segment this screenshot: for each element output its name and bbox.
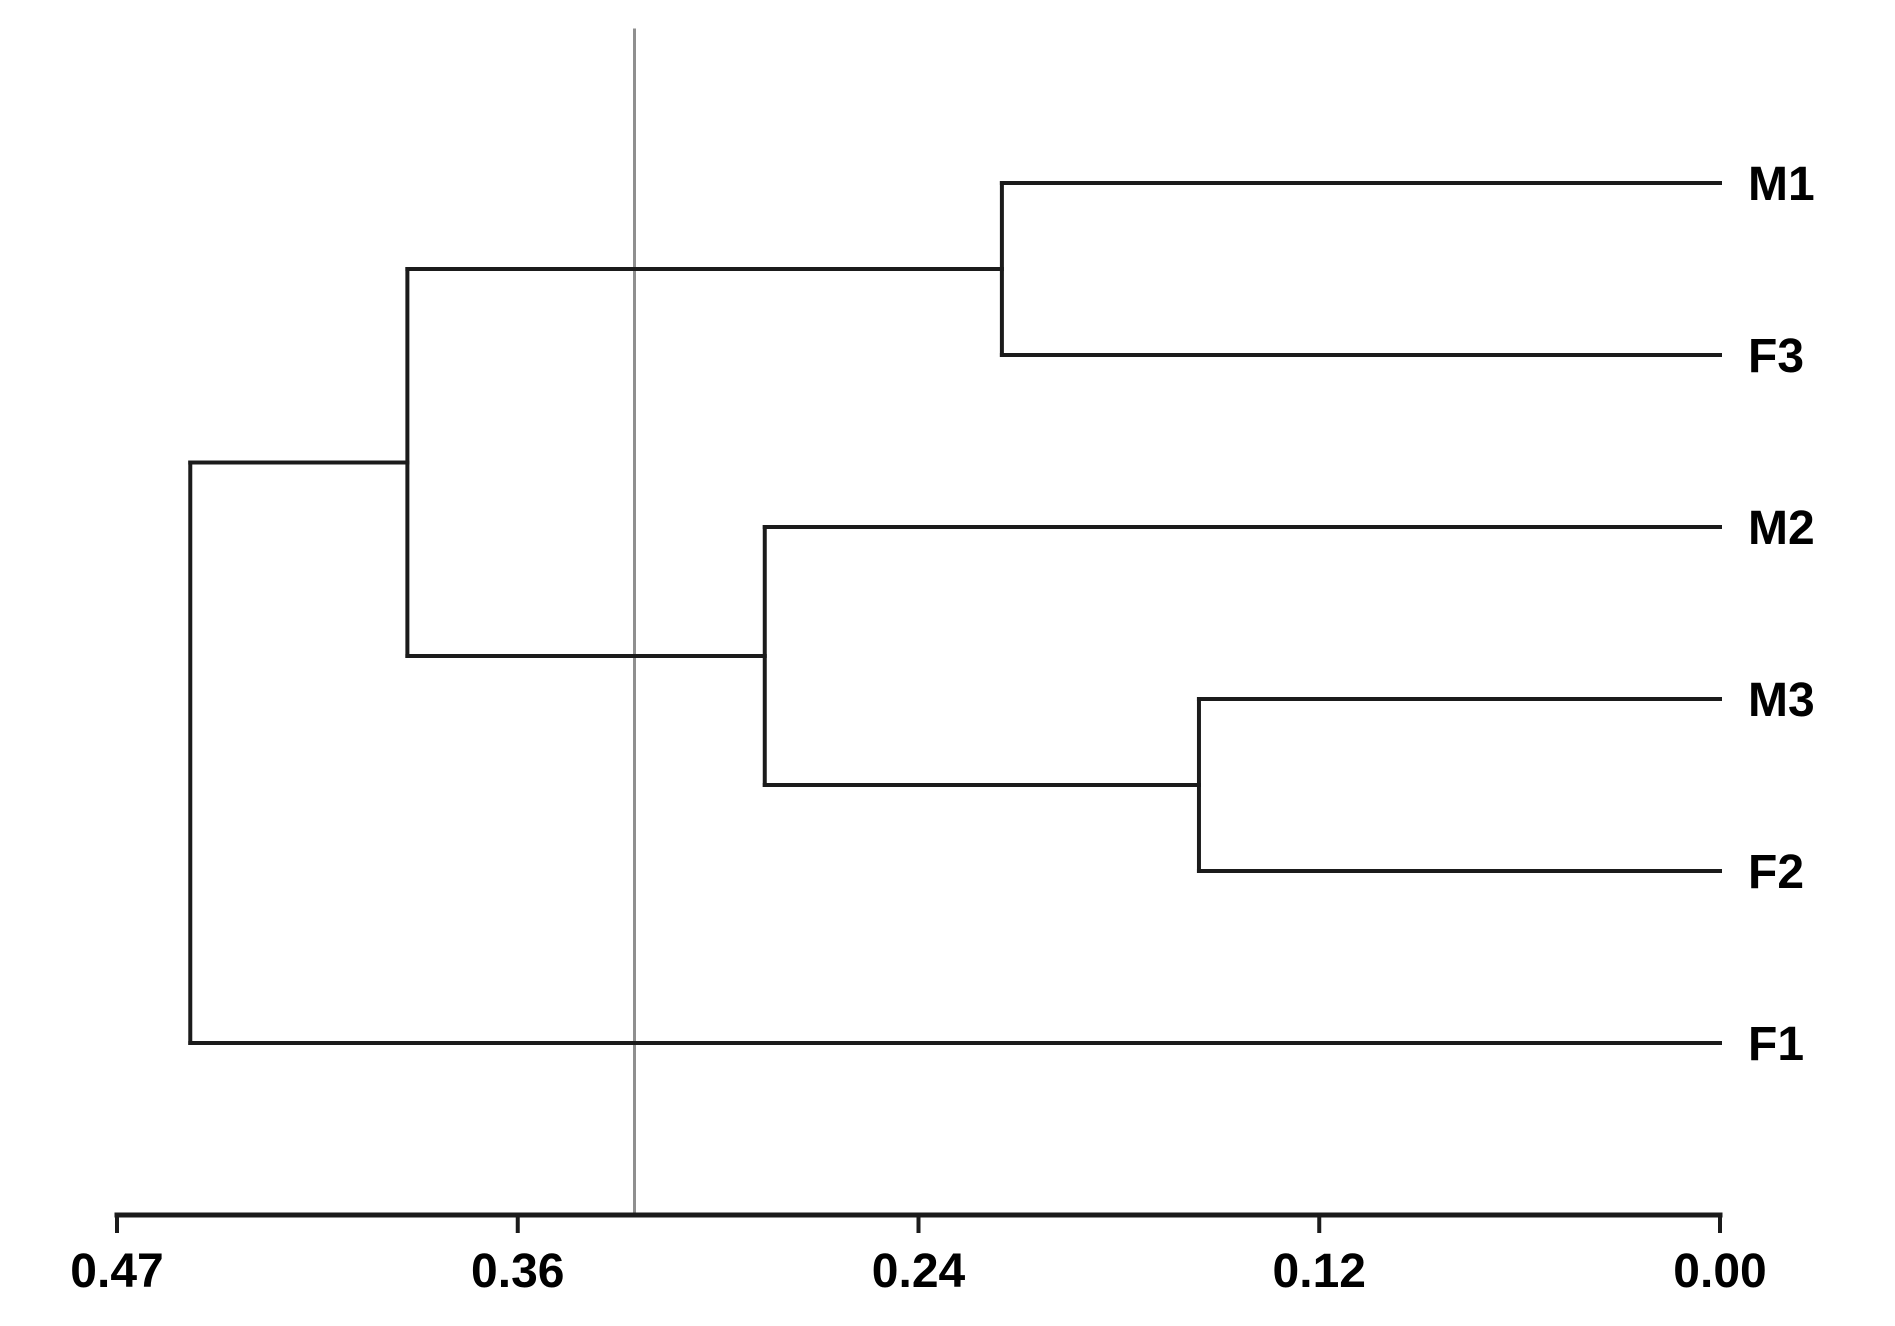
leaf-label-F2: F2 (1748, 846, 1804, 899)
leaf-label-F3: F3 (1748, 330, 1804, 383)
leaf-label-M3: M3 (1748, 674, 1815, 727)
axis-tick-label: 0.36 (471, 1245, 564, 1298)
axis-tick-label: 0.24 (872, 1245, 966, 1298)
leaf-label-M1: M1 (1748, 158, 1815, 211)
axis-tick-label: 0.47 (70, 1245, 163, 1298)
leaf-label-M2: M2 (1748, 502, 1815, 555)
leaf-label-F1: F1 (1748, 1018, 1804, 1071)
axis-tick-label: 0.00 (1673, 1245, 1766, 1298)
axis-tick-label: 0.12 (1273, 1245, 1366, 1298)
